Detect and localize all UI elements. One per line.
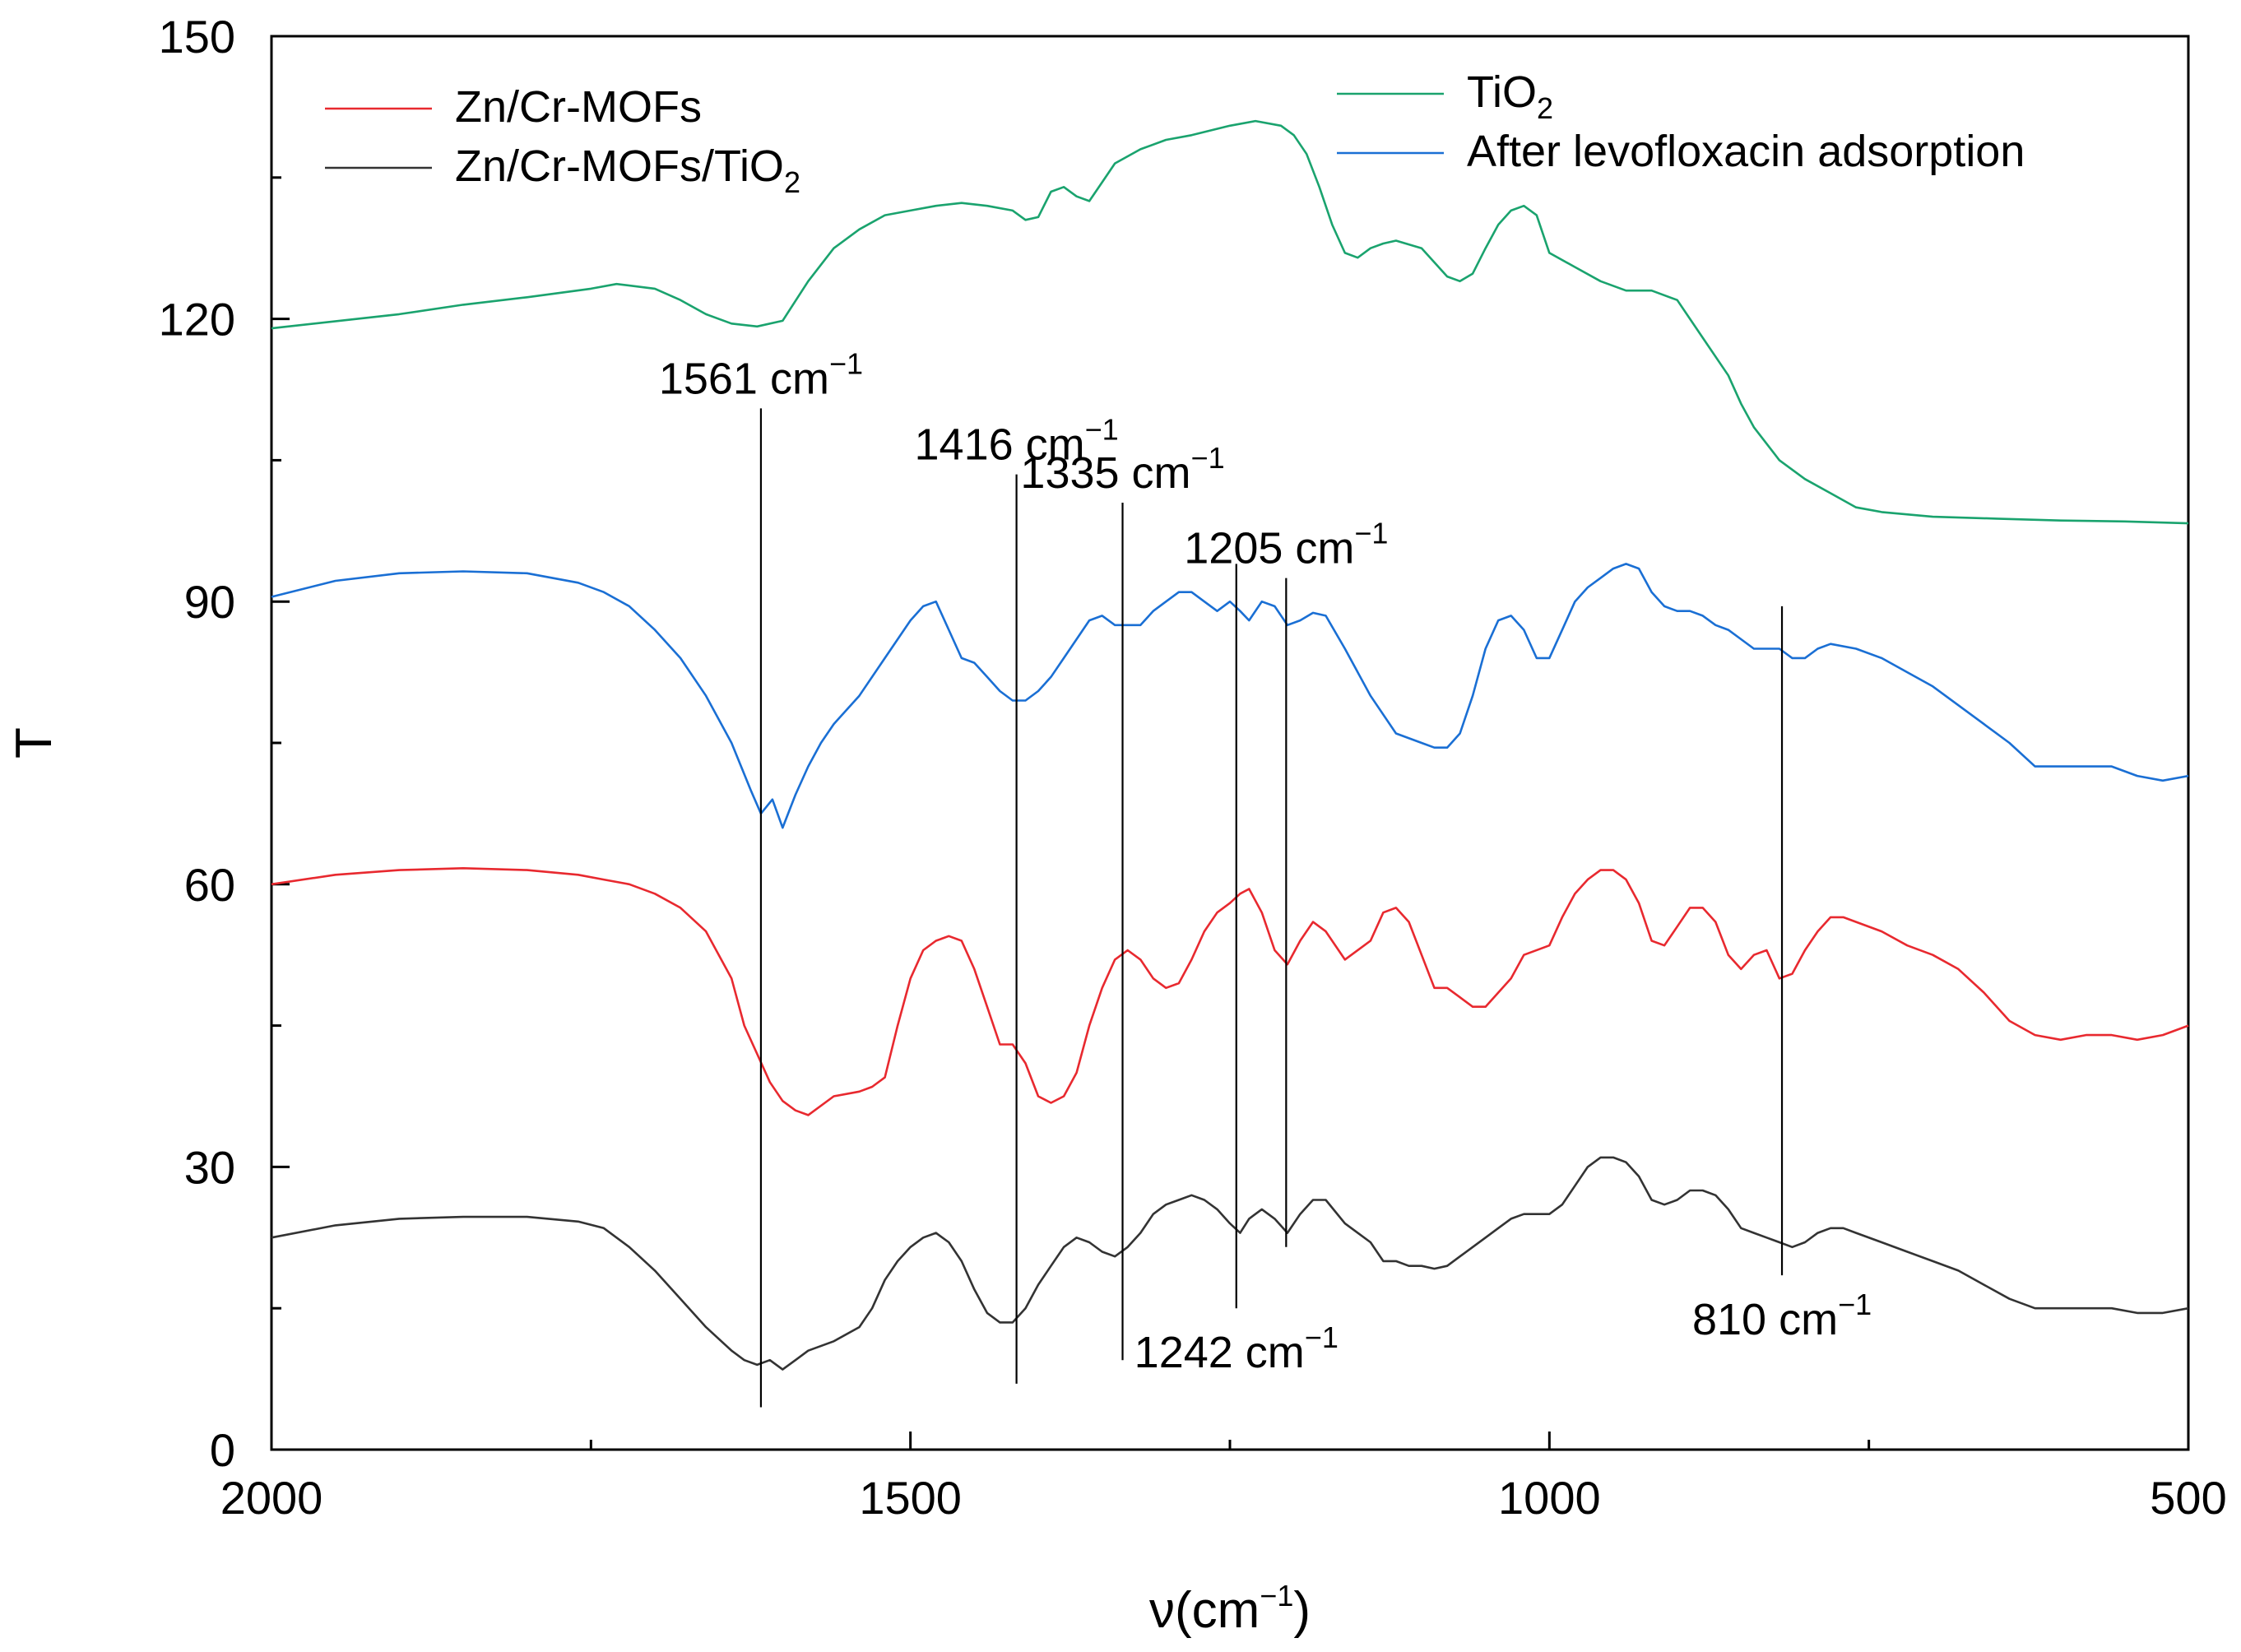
y-tick-label-90: 90 bbox=[184, 576, 235, 628]
axis-ticks: 2000 1500 1000 500 0 30 60 90 120 150 bbox=[159, 11, 2227, 1524]
y-tick-label-120: 120 bbox=[159, 294, 235, 346]
series-line-after_levofloxacin bbox=[271, 563, 2189, 829]
legend-label-zn_cr_mofs_tio2: Zn/Cr-MOFs/TiO2 bbox=[455, 142, 800, 199]
peak-label-0: 1561 cm−1 bbox=[659, 346, 863, 403]
x-axis-title-main: ν(cm bbox=[1149, 1582, 1260, 1639]
legend-label-after_levofloxacin: After levofloxacin adsorption bbox=[1467, 127, 2025, 176]
x-tick-label-1000: 1000 bbox=[1498, 1472, 1601, 1524]
x-axis-title: ν(cm−1) bbox=[1149, 1579, 1311, 1639]
series-line-zn_cr_mofs_tio2 bbox=[271, 1156, 2189, 1371]
peak-label-3: 1242 cm−1 bbox=[1134, 1320, 1339, 1377]
peak-label-5: 810 cm−1 bbox=[1692, 1288, 1872, 1344]
peak-label-1: 1416 cm−1 bbox=[915, 413, 1119, 470]
x-axis-title-close: ) bbox=[1293, 1582, 1311, 1639]
series-line-zn_cr_mofs bbox=[271, 867, 2189, 1116]
y-tick-label-60: 60 bbox=[184, 859, 235, 911]
x-tick-label-1500: 1500 bbox=[859, 1472, 962, 1524]
peak-label-4: 1205 cm−1 bbox=[1184, 517, 1388, 573]
series-line-tio2 bbox=[271, 119, 2189, 525]
legend-label-zn_cr_mofs: Zn/Cr-MOFs bbox=[455, 82, 702, 132]
y-tick-label-30: 30 bbox=[184, 1141, 235, 1193]
plot-frame bbox=[270, 35, 2190, 1451]
x-tick-label-500: 500 bbox=[2150, 1472, 2226, 1524]
y-tick-label-0: 0 bbox=[210, 1424, 235, 1476]
y-axis-title: T bbox=[6, 727, 63, 759]
peak-label-2: 1335 cm−1 bbox=[1020, 441, 1224, 498]
legend-label-tio2: TiO2 bbox=[1467, 67, 1553, 125]
x-tick-label-2000: 2000 bbox=[220, 1472, 323, 1524]
series-layer bbox=[271, 119, 2189, 1371]
y-tick-label-150: 150 bbox=[159, 11, 235, 63]
x-axis-title-sup: −1 bbox=[1260, 1579, 1293, 1613]
